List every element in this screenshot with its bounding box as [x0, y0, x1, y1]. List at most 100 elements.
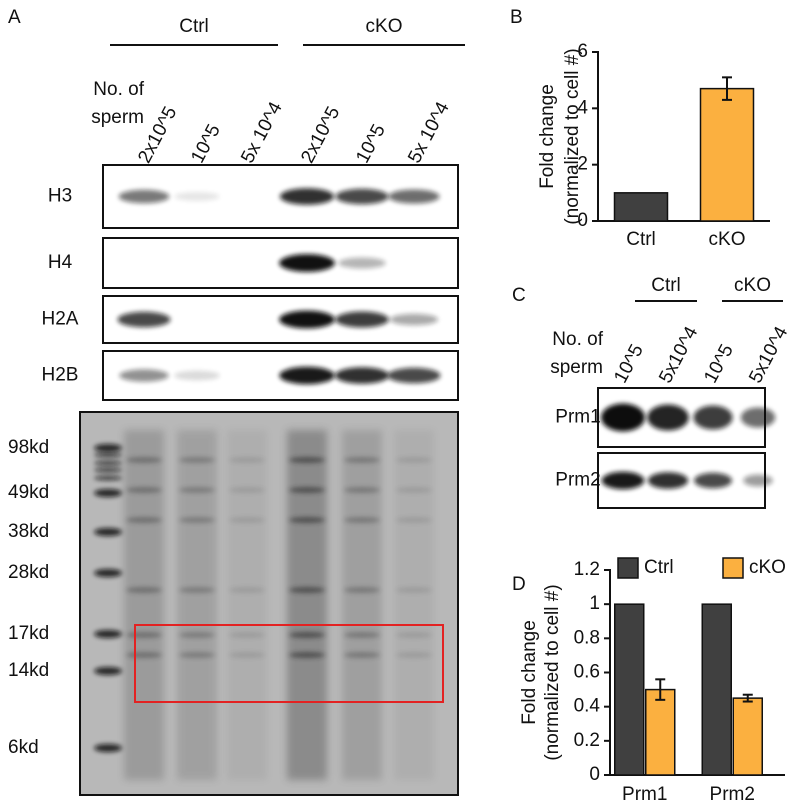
- blot-band: [174, 192, 220, 201]
- x-tick-label: Prm2: [710, 784, 755, 805]
- x-tick-label: Prm1: [622, 784, 667, 805]
- marker-label: 98kd: [8, 437, 49, 458]
- marker-label: 14kd: [8, 660, 49, 681]
- legend-label: Ctrl: [644, 557, 674, 578]
- panel-label: D: [512, 574, 526, 595]
- gel-band: [179, 487, 215, 493]
- marker-label: 38kd: [8, 521, 49, 542]
- gel-band: [179, 457, 215, 463]
- blot-label: Prm2: [555, 470, 600, 491]
- blot-band: [740, 407, 776, 428]
- gel-band: [179, 587, 215, 593]
- lane-label: 5x10^4: [655, 323, 702, 387]
- y-tick-label: 0.6: [574, 662, 600, 683]
- bar: [614, 603, 645, 776]
- bar: [732, 697, 763, 776]
- lane-label: 5x 10^4: [404, 98, 454, 166]
- gel-band: [396, 587, 432, 593]
- gel-band: [396, 487, 432, 493]
- y-tick-label: 4: [577, 97, 588, 118]
- blot-label: H3: [48, 186, 72, 207]
- row-label: No. of: [552, 329, 603, 350]
- group-label: cKO: [734, 275, 771, 296]
- gel-band: [396, 457, 432, 463]
- gel-band: [126, 517, 162, 523]
- gel-band: [396, 517, 432, 523]
- blot-band: [334, 367, 390, 384]
- error-bar: [655, 678, 666, 701]
- gel-band: [179, 517, 215, 523]
- marker-band: [94, 667, 122, 675]
- blot-band: [117, 311, 171, 328]
- y-tick-label: 0: [589, 764, 600, 785]
- blot-band: [389, 313, 439, 326]
- x-tick-label: cKO: [709, 229, 746, 250]
- marker-band: [94, 444, 122, 452]
- gel-lane: [342, 430, 382, 780]
- gel-band: [126, 457, 162, 463]
- marker-label: 6kd: [8, 737, 39, 758]
- blot-band: [743, 474, 773, 487]
- gel-band: [344, 517, 380, 523]
- legend-swatch: [722, 557, 744, 579]
- marker-band: [94, 452, 122, 458]
- y-axis-label: Fold change: [537, 84, 558, 189]
- blot-band: [338, 257, 386, 269]
- y-tick-label: 6: [577, 41, 588, 62]
- lane-label: 10^5: [352, 121, 390, 167]
- gel-band: [344, 487, 380, 493]
- gel-band: [396, 652, 432, 658]
- panel-label: C: [512, 285, 526, 306]
- bar: [699, 87, 755, 222]
- y-axis-label: (normalized to cell #): [562, 48, 583, 224]
- gel-band: [344, 632, 380, 638]
- marker-band: [94, 630, 122, 638]
- gel-band: [179, 652, 215, 658]
- blot-band: [118, 189, 170, 204]
- gel-band: [229, 517, 265, 523]
- gel-band: [289, 487, 325, 493]
- blot-band: [279, 188, 335, 205]
- blot-band: [693, 405, 733, 430]
- gel-band: [229, 457, 265, 463]
- group-label: Ctrl: [651, 275, 681, 296]
- gel-band: [344, 652, 380, 658]
- blot-band: [279, 310, 335, 329]
- gel-band: [126, 487, 162, 493]
- group-label: Ctrl: [179, 16, 209, 37]
- blot-band: [119, 369, 169, 382]
- x-tick-label: Ctrl: [626, 229, 656, 250]
- lane-label: 2x10^5: [297, 103, 344, 166]
- blot-band: [335, 188, 389, 205]
- gel-lane: [177, 430, 217, 780]
- y-tick-label: 0.8: [574, 627, 600, 648]
- gel-band: [229, 487, 265, 493]
- group-label: cKO: [366, 16, 403, 37]
- blot-band: [279, 366, 335, 385]
- highlight-box: [134, 624, 444, 703]
- marker-band: [94, 475, 122, 481]
- gel-band: [229, 587, 265, 593]
- y-tick-label: 0.2: [574, 730, 600, 751]
- error-bar: [722, 76, 732, 101]
- blot-band: [647, 472, 689, 489]
- blot-band: [694, 472, 732, 489]
- lane-label: 10^5: [187, 121, 225, 167]
- gel-lane: [394, 430, 434, 780]
- error-bar: [742, 693, 753, 703]
- lane-label: 10^5: [700, 341, 738, 387]
- bar: [701, 603, 732, 776]
- gel-band: [289, 632, 325, 638]
- blot-label: H2B: [42, 365, 79, 386]
- legend-swatch: [617, 557, 639, 579]
- marker-band: [94, 489, 122, 497]
- gel-band: [289, 517, 325, 523]
- bar: [613, 192, 669, 222]
- blot-band: [601, 471, 645, 490]
- marker-band: [94, 528, 122, 536]
- gel-band: [344, 587, 380, 593]
- y-tick-label: 1: [589, 593, 600, 614]
- panel-label: B: [510, 7, 523, 28]
- blot-band: [335, 311, 389, 328]
